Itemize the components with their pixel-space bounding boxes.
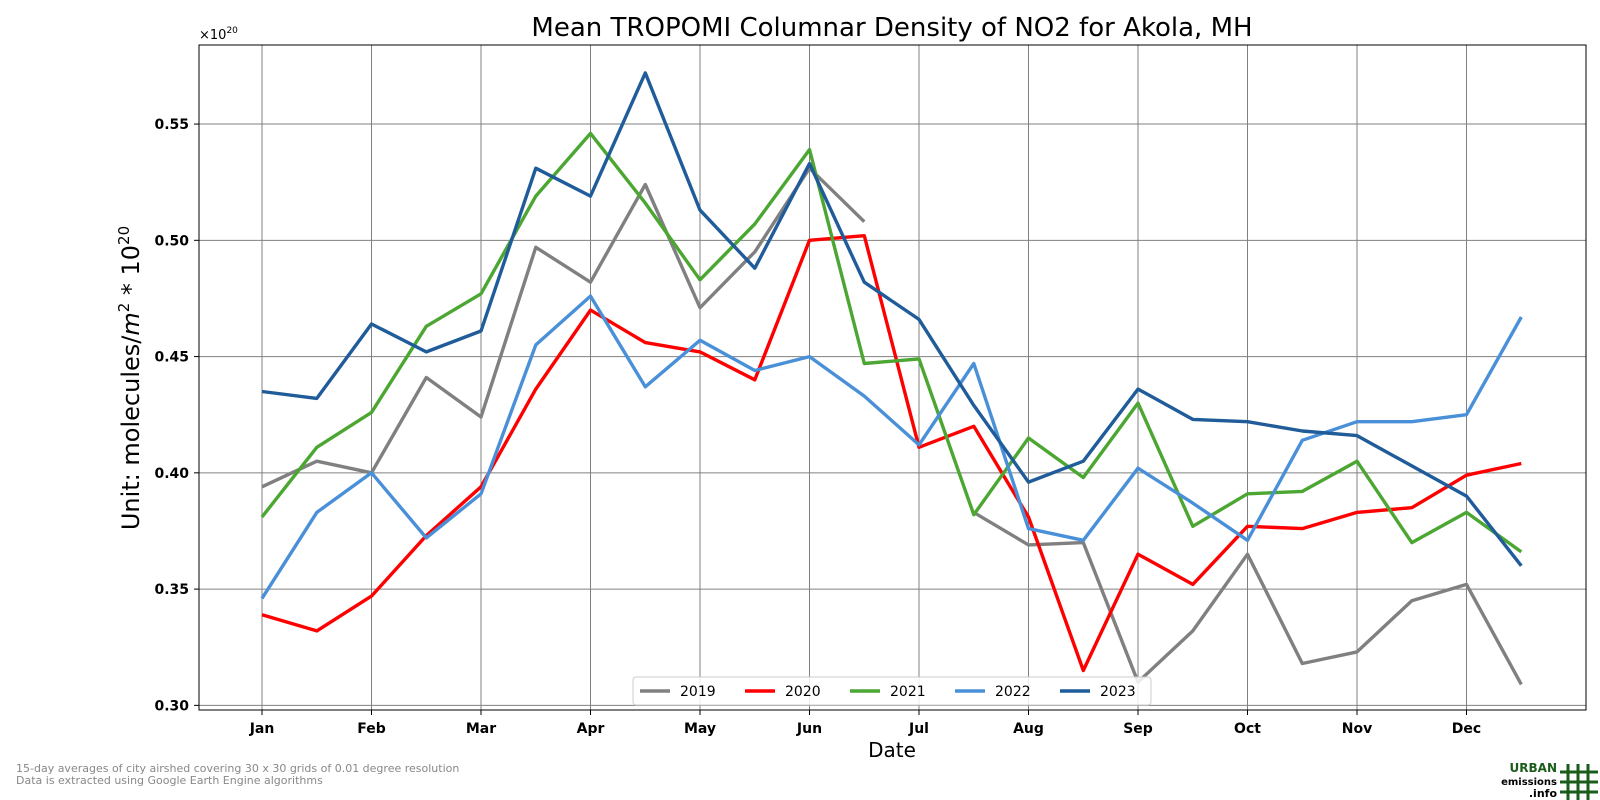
y-tick-label: 0.35 bbox=[154, 582, 189, 598]
x-axis-label: Date bbox=[868, 738, 916, 762]
urbanemissions-logo: URBAN emissions .info bbox=[1501, 761, 1598, 800]
series-line-2019 bbox=[972, 510, 1523, 686]
plot-background bbox=[199, 45, 1586, 710]
x-axis-ticks: Jan Feb Mar Apr May Jun Jul Aug Sep Oct Nov Dec bbox=[249, 710, 1481, 737]
logo-text-emissions: emissions bbox=[1501, 777, 1557, 788]
series-line-2020 bbox=[261, 233, 1522, 673]
x-tick-label: Aug bbox=[1013, 721, 1044, 737]
x-tick-label: Mar bbox=[466, 721, 496, 737]
footnote-line-2: Data is extracted using Google Earth Eng… bbox=[16, 774, 323, 787]
series-line-2023 bbox=[261, 71, 1523, 567]
series-line-2021 bbox=[260, 131, 1523, 554]
legend-label-2021: 2021 bbox=[890, 684, 926, 700]
legend: 2019 2020 2021 2022 2023 bbox=[632, 676, 1152, 706]
plot-area bbox=[198, 44, 1587, 711]
y-axis-ticks: 0.30 0.35 0.40 0.45 0.50 0.55 bbox=[154, 117, 199, 714]
legend-label-2020: 2020 bbox=[785, 684, 821, 700]
grid-logo-icon bbox=[1560, 764, 1598, 800]
x-tick-label: Dec bbox=[1452, 721, 1481, 737]
y-tick-label: 0.55 bbox=[154, 117, 189, 133]
legend-label-2022: 2022 bbox=[995, 684, 1031, 700]
series-lines bbox=[260, 71, 1523, 686]
x-tick-label: Sep bbox=[1123, 721, 1153, 737]
legend-box bbox=[632, 676, 1152, 706]
y-tick-label: 0.50 bbox=[154, 233, 189, 249]
footnote-line-1: 15-day averages of city airshed covering… bbox=[16, 762, 459, 775]
chart-title: Mean TROPOMI Columnar Density of NO2 for… bbox=[531, 13, 1252, 43]
y-offset-label: ×1020 bbox=[199, 26, 238, 43]
x-tick-label: May bbox=[684, 721, 716, 737]
y-tick-label: 0.45 bbox=[154, 350, 189, 366]
x-tick-label: Apr bbox=[577, 721, 605, 737]
y-tick-label: 0.40 bbox=[154, 466, 189, 482]
legend-label-2019: 2019 bbox=[680, 684, 716, 700]
series-line-2019 bbox=[261, 166, 866, 489]
legend-label-2023: 2023 bbox=[1100, 684, 1136, 700]
x-tick-label: Jan bbox=[249, 721, 275, 737]
y-axis-label: Unit: molecules/m2 * 1020 bbox=[115, 226, 145, 530]
logo-text-urban: URBAN bbox=[1510, 761, 1557, 775]
x-tick-label: Jul bbox=[908, 721, 929, 737]
plot-border bbox=[198, 44, 1587, 711]
series-line-2022 bbox=[260, 294, 1523, 600]
x-tick-label: Nov bbox=[1342, 721, 1372, 737]
x-tick-label: Oct bbox=[1234, 721, 1261, 737]
x-tick-label: Feb bbox=[357, 721, 386, 737]
y-tick-label: 0.30 bbox=[154, 698, 189, 714]
logo-text-info: .info bbox=[1529, 787, 1558, 800]
x-tick-label: Jun bbox=[796, 721, 822, 737]
